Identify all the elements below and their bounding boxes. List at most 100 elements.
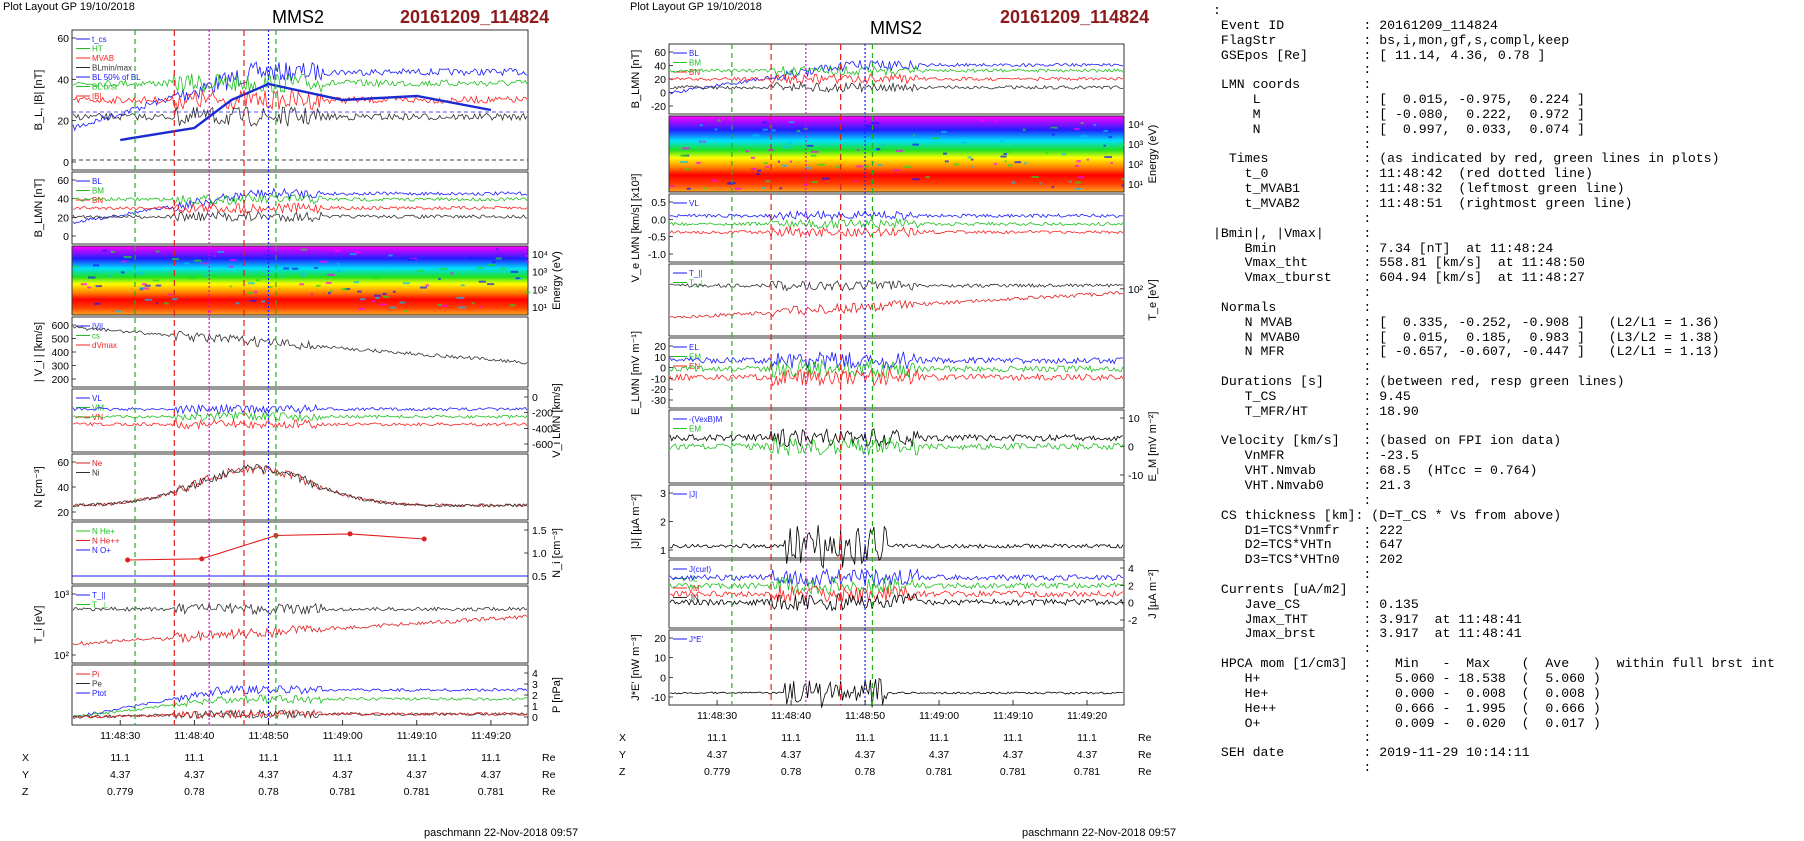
y-tick-label: 200 (51, 374, 69, 386)
ephem-value: 11.1 (259, 752, 279, 764)
series-2-trace (72, 89, 528, 111)
y-tick-label: 40 (57, 482, 69, 494)
spectrogram-speckle (188, 277, 197, 280)
legend-label: BL (689, 49, 699, 58)
spectrogram-speckle (280, 275, 284, 278)
legend-label: Ptot (92, 689, 107, 698)
spectrogram-speckle (768, 149, 774, 152)
spectrogram-speckle (378, 303, 387, 306)
series-1-trace (669, 64, 1124, 77)
spectrogram-speckle (229, 259, 237, 262)
spectrogram-speckle (316, 284, 321, 287)
legend-label: BM (689, 59, 701, 68)
series-0-trace (72, 403, 528, 415)
y-tick-label: 10² (1128, 159, 1144, 171)
spectrogram-speckle (1121, 184, 1124, 187)
series-0-trace (72, 602, 528, 616)
spectrogram-speckle (717, 119, 721, 122)
spectrogram-speckle (115, 310, 122, 313)
spectrogram-speckle (467, 257, 474, 260)
ephem-value: 11.1 (929, 732, 949, 744)
y-tick-label: 0.5 (532, 571, 547, 583)
y-tick-label: 0 (63, 157, 69, 169)
spectrogram-speckle (1121, 178, 1125, 181)
spectrogram-speckle (87, 286, 91, 289)
spectrogram-speckle (1077, 176, 1085, 179)
y-axis-label: T_e [eV] (1147, 279, 1159, 321)
spectrogram-speckle (763, 162, 768, 165)
series-0-trace (72, 325, 528, 365)
legend-label: BL 50% of BL (92, 73, 141, 82)
y-tick-label: 10 (654, 352, 666, 364)
ephem-value: 0.781 (1000, 766, 1026, 778)
spectrogram-speckle (399, 301, 406, 304)
series-1-trace (669, 358, 1124, 379)
x-tick-label: 11:48:50 (248, 730, 288, 742)
y-axis-label: J*E' [nW m⁻³] (630, 634, 642, 701)
summary-line: D2=TCS*VHTn : 647 (1213, 537, 1403, 553)
legend-label: T_⊥ (689, 279, 705, 288)
legend-label: t_cs (92, 35, 107, 44)
spectrogram-speckle (300, 248, 308, 251)
y-axis-label: J [µA m⁻²] (1147, 569, 1159, 618)
summary-line: Event ID : 20161209_114824 (1213, 17, 1498, 33)
summary-line: HPCA mom [1/cm3] : Min - Max ( Ave ) wit… (1213, 656, 1775, 672)
spectrogram-speckle (871, 122, 879, 125)
spectrogram-speckle (904, 165, 912, 168)
spectrogram-speckle (268, 286, 273, 289)
spectrogram-speckle (525, 254, 528, 257)
spectrogram-speckle (967, 156, 972, 159)
spectrogram-speckle (407, 258, 415, 261)
spectrogram-speckle (856, 148, 860, 151)
spectrogram-speckle (164, 302, 169, 305)
summary-line: N MVAB : [ 0.335, -0.252, -0.908 ] (L2/L… (1213, 314, 1720, 330)
panel-right-6: 3 2 1 |J| [µA m⁻²] |J| (630, 484, 1125, 569)
spectrogram-speckle (1103, 144, 1106, 147)
ephem-unit: Re (1138, 766, 1152, 778)
ephem-value: 11.1 (1003, 732, 1023, 744)
legend-label: |Vi| (92, 322, 103, 331)
spectrogram-speckle (108, 275, 113, 278)
y-tick-label: 10¹ (1128, 179, 1144, 191)
summary-line: CS thickness [km]: (D=T_CS * Vs from abo… (1213, 507, 1562, 523)
panel-frame (71, 453, 529, 521)
y-axis-label: V_e LMN [km/s] [x10³] (630, 174, 642, 283)
y-tick-label: 20 (654, 74, 666, 86)
spectrogram-speckle (440, 304, 449, 307)
spectrogram-speckle (229, 285, 233, 288)
spectrogram-speckle (235, 302, 240, 305)
y-tick-label: 20 (654, 341, 666, 353)
summary-line: : (1213, 359, 1372, 375)
series-0-trace (669, 209, 1124, 221)
ephem-label-Y: Y (619, 749, 626, 761)
y-tick-label: 400 (51, 347, 69, 359)
spectrogram-speckle (102, 249, 108, 252)
y-axis-label: E_M [mV m⁻²] (1147, 412, 1159, 482)
series-2-trace (669, 226, 1124, 239)
y-tick-label: 0 (660, 672, 666, 684)
series-1-trace (669, 217, 1124, 230)
spectrogram-speckle (515, 277, 520, 280)
legend-label: HT (92, 45, 103, 54)
legend-label: N He++ (92, 537, 120, 546)
spectrogram-speckle (496, 248, 499, 251)
y-axis-label: |J| [µA m⁻²] (630, 494, 642, 549)
series-0-trace (669, 427, 1124, 448)
summary-line: : (1213, 492, 1372, 508)
panel-frame (668, 193, 1125, 263)
summary-line: LMN coords : (1213, 77, 1372, 93)
summary-line: |Bmin|, |Vmax| : (1213, 225, 1372, 241)
series-2-trace (72, 418, 528, 431)
spectrogram-speckle (319, 260, 328, 263)
series-3-trace (669, 81, 1124, 93)
y-tick-label: 1 (532, 701, 538, 713)
legend-label: T_|| (92, 591, 106, 600)
y-tick-label: 1 (660, 545, 666, 557)
spectrogram-speckle (301, 275, 307, 278)
ephem-value: 4.37 (481, 769, 502, 781)
spectrogram-speckle (756, 173, 760, 176)
spectrogram-speckle (834, 165, 840, 168)
spectrogram-speckle (94, 302, 101, 305)
legend-label: EN (689, 362, 700, 371)
y-axis-label: Energy (eV) (551, 251, 563, 310)
